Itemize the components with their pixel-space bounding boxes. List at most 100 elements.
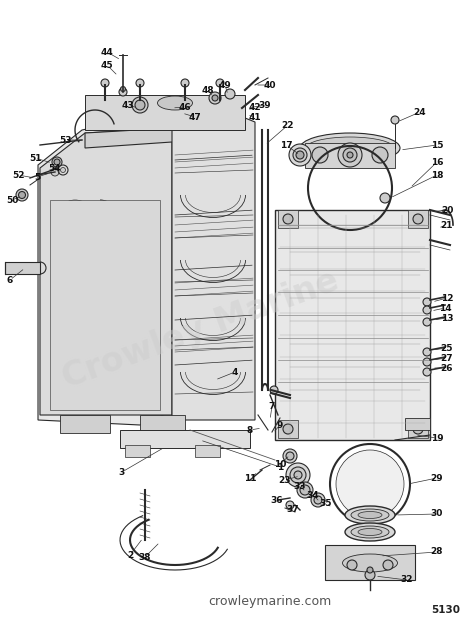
Circle shape (216, 79, 224, 87)
Bar (50, 200, 160, 410)
Circle shape (297, 482, 313, 498)
Circle shape (423, 348, 431, 356)
Circle shape (293, 148, 307, 162)
Text: 11: 11 (244, 473, 256, 483)
Circle shape (212, 95, 218, 101)
Text: 30: 30 (431, 509, 443, 519)
Text: 36: 36 (271, 496, 283, 504)
Circle shape (283, 214, 293, 224)
Circle shape (16, 189, 28, 201)
Bar (405, 418, 430, 430)
Circle shape (283, 424, 293, 434)
Text: 26: 26 (441, 363, 453, 373)
Bar (278, 420, 298, 438)
Text: 22: 22 (282, 121, 294, 130)
Text: 17: 17 (280, 140, 292, 150)
Circle shape (300, 485, 310, 495)
Circle shape (312, 147, 328, 163)
Circle shape (413, 214, 423, 224)
Text: 19: 19 (431, 433, 443, 442)
Circle shape (18, 192, 26, 198)
Circle shape (423, 368, 431, 376)
Circle shape (181, 79, 189, 87)
Circle shape (338, 143, 362, 167)
Text: 54: 54 (49, 164, 61, 172)
Bar (408, 420, 428, 438)
Polygon shape (85, 118, 245, 148)
Bar (278, 210, 298, 228)
Circle shape (136, 79, 144, 87)
Bar (125, 445, 150, 457)
Bar (120, 430, 250, 448)
Circle shape (294, 471, 302, 479)
Text: crowleymarine.com: crowleymarine.com (209, 596, 332, 609)
Text: 27: 27 (441, 353, 453, 363)
Circle shape (296, 151, 304, 159)
Circle shape (120, 87, 126, 91)
Text: 3: 3 (119, 467, 125, 476)
Ellipse shape (306, 137, 394, 159)
Text: 43: 43 (122, 101, 134, 109)
Text: 8: 8 (247, 426, 253, 434)
Bar (408, 210, 428, 228)
Text: 6: 6 (7, 276, 13, 284)
Text: 24: 24 (414, 108, 426, 117)
Ellipse shape (157, 96, 192, 110)
Circle shape (347, 560, 357, 570)
Polygon shape (38, 118, 175, 425)
Text: 53: 53 (60, 135, 72, 145)
Text: 44: 44 (100, 48, 113, 56)
Circle shape (286, 463, 310, 487)
Text: 52: 52 (12, 171, 24, 179)
Text: 47: 47 (189, 112, 201, 122)
Ellipse shape (343, 554, 398, 572)
Bar (140, 415, 185, 433)
Text: 28: 28 (431, 548, 443, 556)
Text: 4: 4 (232, 368, 238, 376)
Bar (305, 143, 395, 168)
Circle shape (283, 449, 297, 463)
Text: 37: 37 (287, 506, 299, 515)
Text: 1: 1 (277, 462, 283, 472)
Circle shape (286, 501, 294, 509)
Circle shape (380, 193, 390, 203)
Polygon shape (40, 128, 172, 415)
Text: 12: 12 (441, 294, 453, 302)
Circle shape (367, 567, 373, 573)
Circle shape (270, 386, 278, 394)
Text: 49: 49 (219, 80, 231, 90)
Ellipse shape (351, 509, 389, 521)
Bar (275, 210, 430, 440)
Circle shape (52, 157, 62, 167)
Text: 16: 16 (431, 158, 443, 166)
Ellipse shape (358, 528, 382, 536)
Polygon shape (172, 118, 255, 420)
Text: 10: 10 (274, 460, 286, 468)
Text: 42: 42 (249, 103, 261, 111)
Circle shape (61, 167, 65, 172)
Text: 40: 40 (264, 80, 276, 90)
Circle shape (347, 152, 353, 158)
Text: 32: 32 (401, 575, 413, 585)
Text: 33: 33 (294, 481, 306, 491)
Text: 13: 13 (441, 313, 453, 323)
Text: 41: 41 (249, 112, 261, 122)
Circle shape (314, 496, 322, 504)
Ellipse shape (300, 133, 400, 163)
Circle shape (132, 97, 148, 113)
Bar (195, 445, 220, 457)
Circle shape (225, 89, 235, 99)
Text: 51: 51 (29, 153, 41, 163)
Text: 18: 18 (431, 171, 443, 179)
Text: 34: 34 (307, 491, 319, 499)
Ellipse shape (351, 526, 389, 538)
Circle shape (423, 306, 431, 314)
Circle shape (343, 148, 357, 162)
Bar (60, 415, 110, 433)
Text: 7: 7 (269, 402, 275, 410)
Text: 5: 5 (34, 172, 40, 182)
Circle shape (311, 493, 325, 507)
Circle shape (286, 452, 294, 460)
Text: 50: 50 (6, 195, 18, 205)
Circle shape (423, 318, 431, 326)
